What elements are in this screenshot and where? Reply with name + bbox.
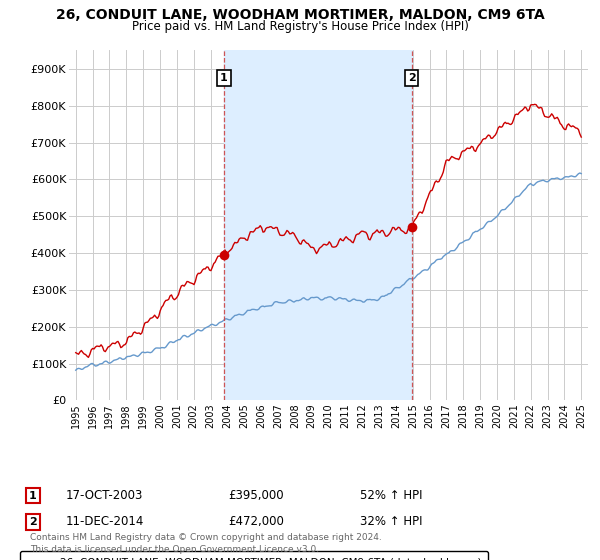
Text: 32% ↑ HPI: 32% ↑ HPI — [360, 515, 422, 529]
Text: £395,000: £395,000 — [228, 489, 284, 502]
Text: Contains HM Land Registry data © Crown copyright and database right 2024.: Contains HM Land Registry data © Crown c… — [30, 533, 382, 542]
Text: 26, CONDUIT LANE, WOODHAM MORTIMER, MALDON, CM9 6TA: 26, CONDUIT LANE, WOODHAM MORTIMER, MALD… — [56, 8, 544, 22]
Legend: 26, CONDUIT LANE, WOODHAM MORTIMER, MALDON, CM9 6TA (detached house), HPI: Avera: 26, CONDUIT LANE, WOODHAM MORTIMER, MALD… — [20, 551, 488, 560]
Bar — [224, 50, 412, 400]
Text: 1: 1 — [29, 491, 37, 501]
Text: 1: 1 — [220, 73, 228, 83]
Text: 52% ↑ HPI: 52% ↑ HPI — [360, 489, 422, 502]
Text: This data is licensed under the Open Government Licence v3.0.: This data is licensed under the Open Gov… — [30, 545, 319, 554]
Text: 2: 2 — [29, 517, 37, 527]
Text: £472,000: £472,000 — [228, 515, 284, 529]
Text: 11-DEC-2014: 11-DEC-2014 — [66, 515, 145, 529]
Text: Price paid vs. HM Land Registry's House Price Index (HPI): Price paid vs. HM Land Registry's House … — [131, 20, 469, 32]
Text: 2: 2 — [408, 73, 416, 83]
Text: 17-OCT-2003: 17-OCT-2003 — [66, 489, 143, 502]
